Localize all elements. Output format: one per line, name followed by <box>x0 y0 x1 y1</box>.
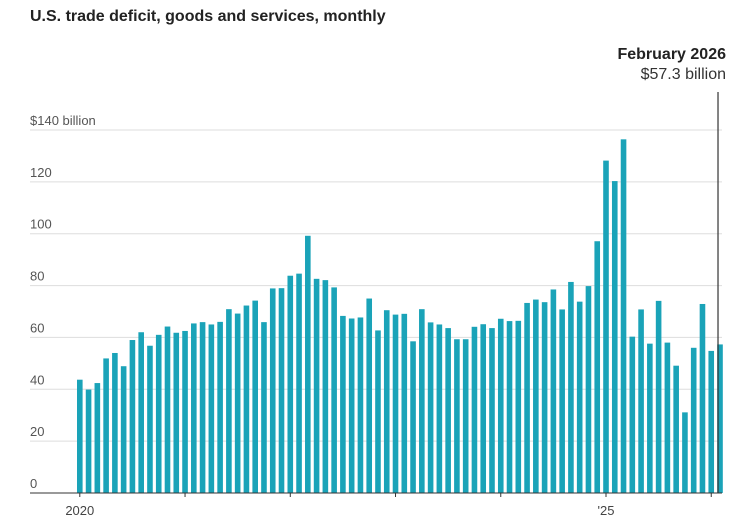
bar <box>708 350 715 493</box>
bar <box>155 334 162 493</box>
y-tick-label: 20 <box>30 424 44 439</box>
bar <box>419 309 425 493</box>
bar <box>427 322 434 493</box>
bar <box>568 281 574 493</box>
bar <box>305 235 311 494</box>
bar <box>664 342 671 493</box>
chart-title: U.S. trade deficit, goods and services, … <box>30 8 386 25</box>
bar <box>603 160 609 493</box>
bar <box>383 310 390 493</box>
bar <box>287 275 294 493</box>
bar <box>129 340 136 493</box>
bar <box>112 352 118 493</box>
bar <box>278 288 285 493</box>
bar <box>243 305 250 493</box>
bar <box>182 330 188 493</box>
bar <box>375 330 381 493</box>
y-tick-label: 100 <box>30 217 52 232</box>
bar <box>454 339 460 493</box>
y-tick-label: 0 <box>30 476 37 491</box>
callout-value: $57.3 billion <box>640 66 726 83</box>
y-axis-labels: $140 billion 120 100 80 60 40 20 0 <box>30 113 96 491</box>
bar <box>269 288 276 493</box>
y-tick-label: 80 <box>30 269 44 284</box>
bars <box>77 139 723 494</box>
bar <box>506 321 513 493</box>
bar <box>445 328 451 493</box>
bar <box>138 332 144 493</box>
bar <box>331 287 337 493</box>
bar <box>348 318 355 493</box>
bar <box>77 379 83 493</box>
bar <box>120 366 127 493</box>
x-tick-label: 2020 <box>65 503 94 518</box>
bar <box>620 139 627 493</box>
bar <box>234 313 241 493</box>
bar <box>497 318 504 493</box>
bar <box>699 303 706 493</box>
bar <box>515 320 522 493</box>
bar <box>682 412 688 493</box>
bar <box>559 309 565 493</box>
bar <box>533 299 539 493</box>
x-tick-label: '25 <box>598 503 615 518</box>
bar <box>366 298 373 493</box>
bar <box>717 344 723 493</box>
bar <box>296 273 302 493</box>
bar <box>322 280 329 493</box>
bar <box>471 326 478 493</box>
bar <box>638 309 644 493</box>
bar <box>313 278 320 493</box>
callout-date: February 2026 <box>617 46 726 63</box>
bar <box>173 332 180 493</box>
bar <box>550 289 557 493</box>
y-tick-label: 40 <box>30 372 44 387</box>
y-tick-label: 60 <box>30 320 44 335</box>
bar <box>673 365 679 493</box>
bar <box>164 326 171 493</box>
bar <box>436 324 443 493</box>
bar <box>252 300 258 493</box>
bar <box>611 181 618 493</box>
y-tick-label: 120 <box>30 165 52 180</box>
bar <box>199 322 206 493</box>
bar <box>629 336 636 493</box>
x-axis: 2020 '25 <box>30 492 722 518</box>
bar <box>261 322 267 493</box>
bar <box>401 313 408 493</box>
bar <box>541 302 548 493</box>
bar <box>357 317 364 493</box>
bar <box>217 321 223 493</box>
bar <box>147 345 153 493</box>
bar <box>585 286 592 493</box>
bar <box>392 314 399 493</box>
bar <box>410 341 416 493</box>
y-tick-label: $140 billion <box>30 113 96 128</box>
bar <box>340 315 346 493</box>
bar <box>524 302 530 493</box>
bar <box>85 389 92 493</box>
bar <box>690 347 697 493</box>
bar <box>480 324 487 493</box>
bar <box>489 328 495 493</box>
bar <box>462 339 469 493</box>
bar <box>647 343 653 493</box>
bar <box>594 241 601 493</box>
bar <box>208 324 215 493</box>
bar <box>655 300 662 493</box>
bar <box>226 309 232 493</box>
bar <box>94 383 101 493</box>
bar <box>191 323 197 493</box>
bar <box>576 301 583 493</box>
bar <box>103 358 109 493</box>
